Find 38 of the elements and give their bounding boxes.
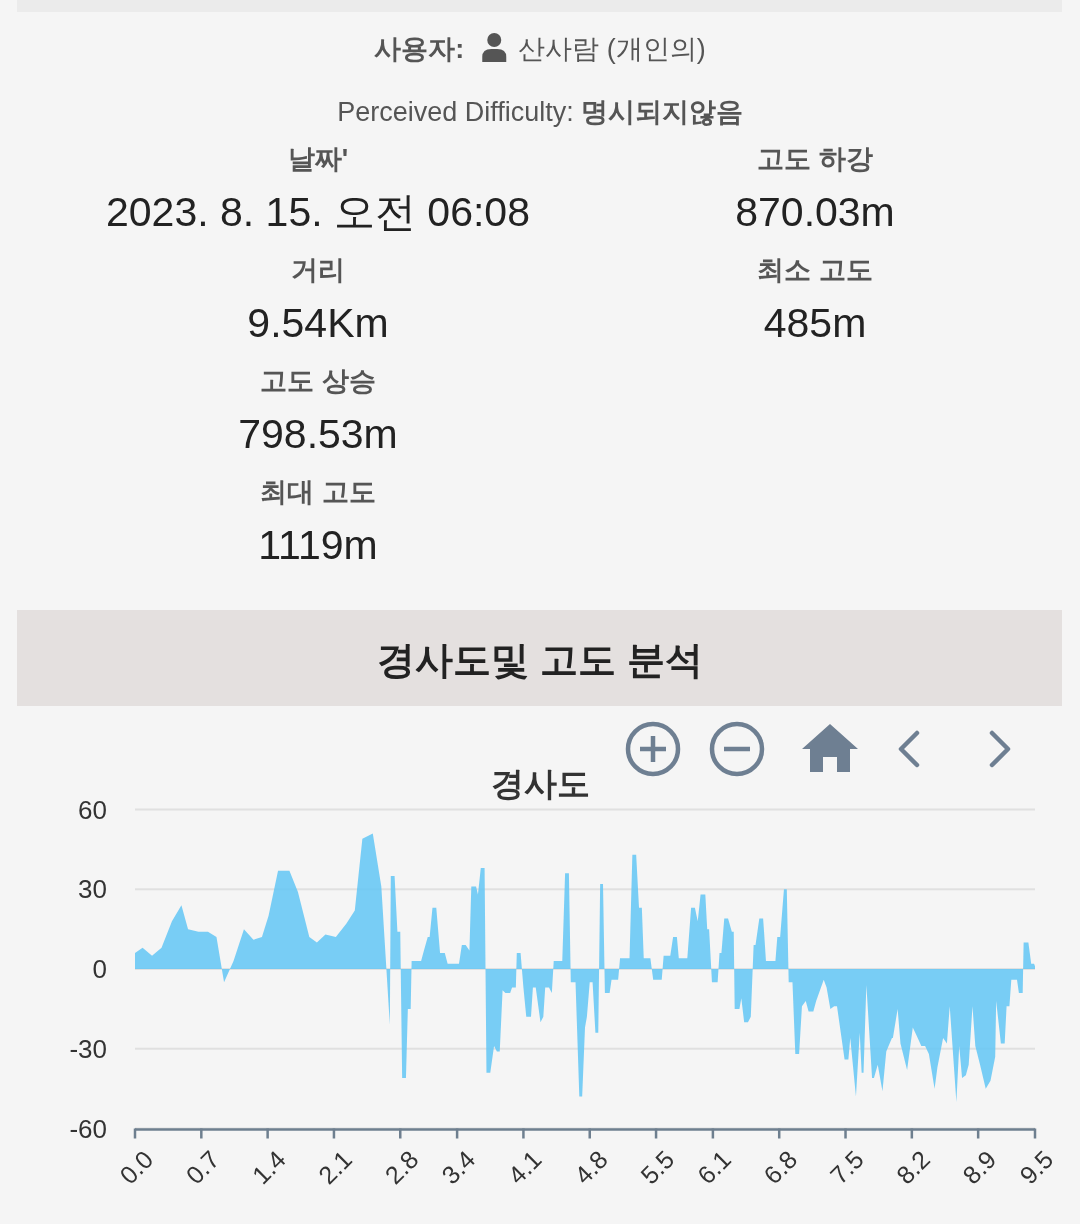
x-tick-label: 2.8	[379, 1145, 424, 1190]
x-tick-label: 2.1	[313, 1145, 358, 1190]
text: Perceived Difficulty:	[337, 97, 574, 127]
x-tick-label: 8.2	[891, 1145, 936, 1190]
text: 산사람 (개인의)	[518, 34, 706, 64]
x-tick-label: 0.7	[180, 1145, 225, 1190]
text: 고도 하강	[757, 144, 873, 174]
x-tick-label: 6.8	[758, 1145, 803, 1190]
x-tick-label: 6.1	[692, 1145, 737, 1190]
text: 거리	[291, 255, 345, 285]
chart-title: 경사도및 고도 분석	[377, 639, 703, 681]
x-tick-label: 9.5	[1014, 1145, 1059, 1190]
text: 1119m	[258, 522, 378, 568]
text: 고도 상승	[260, 366, 376, 396]
text: 사용자:	[374, 34, 465, 64]
chart-subtitle: 경사도	[490, 765, 590, 802]
text: 9.54Km	[247, 300, 389, 346]
y-tick-label: 30	[78, 874, 107, 905]
y-tick-label: -30	[69, 1033, 107, 1064]
text: 최소 고도	[757, 255, 873, 285]
text: 485m	[763, 300, 867, 346]
x-tick-label: 8.9	[957, 1145, 1002, 1190]
text: 최대 고도	[260, 477, 376, 507]
x-tick-label: 5.5	[635, 1145, 680, 1190]
y-tick-label: 0	[92, 954, 107, 984]
text: 870.03m	[735, 189, 895, 235]
x-tick-label: 1.4	[246, 1145, 292, 1190]
x-tick-label: 0.0	[114, 1145, 159, 1190]
x-tick-label: 7.5	[824, 1145, 870, 1190]
x-tick-label: 4.8	[568, 1145, 614, 1190]
text: 명시되지않음	[580, 97, 743, 127]
y-tick-label: 60	[78, 794, 107, 825]
text: 2023. 8. 15. 오전 06:08	[106, 189, 530, 235]
text: 날짜'	[287, 144, 349, 174]
y-tick-label: -60	[69, 1113, 107, 1144]
text: 798.53m	[238, 411, 398, 457]
x-tick-label: 4.1	[502, 1145, 547, 1190]
x-tick-label: 3.4	[436, 1145, 481, 1190]
